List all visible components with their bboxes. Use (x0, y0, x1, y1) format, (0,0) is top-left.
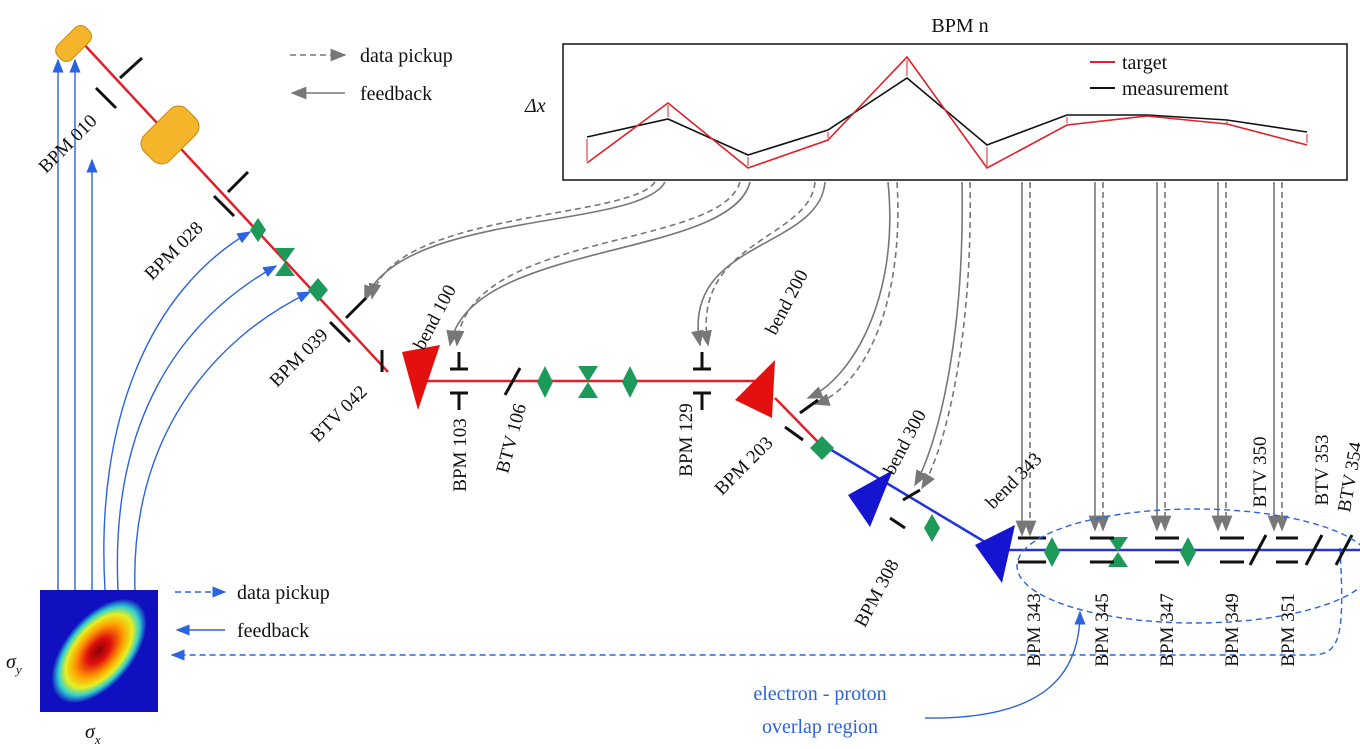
element-label: BPM 039 (266, 325, 333, 392)
element-label: bend 343 (982, 449, 1046, 513)
x-label: σx (85, 721, 101, 747)
legend-top: data pickup feedback (290, 45, 453, 105)
element-label: BPM 129 (676, 403, 697, 476)
legend-bottom: data pickup feedback (175, 582, 330, 642)
annotation-line: overlap region (762, 716, 878, 738)
element-label: BTV 353 (1312, 435, 1333, 506)
bpm-arrows (365, 182, 1282, 535)
legend-label: measurement (1122, 78, 1229, 100)
element-label: BPM 203 (711, 433, 778, 500)
inset-y-label: Δx (524, 95, 546, 117)
element-label: BPM 349 (1222, 593, 1243, 666)
annotation-line: electron - proton (753, 683, 886, 705)
element-label: BPM 351 (1278, 593, 1299, 666)
legend-label: feedback (360, 83, 432, 105)
element-label: bend 200 (761, 267, 812, 339)
legend-label: feedback (237, 620, 309, 642)
inset-plot: BPM n Δx target measurement (524, 15, 1347, 180)
element-label: BPM 343 (1024, 593, 1045, 666)
element-label: BTV 106 (492, 402, 531, 476)
element-label: BTV 042 (307, 382, 372, 447)
element-label: BTV 354 (1334, 440, 1360, 514)
element-label: BPM 345 (1092, 593, 1113, 666)
inset-frame (563, 44, 1347, 180)
element-label: BPM 028 (141, 218, 208, 285)
element-label: bend 100 (409, 282, 460, 354)
element-label: BPM 103 (450, 418, 471, 491)
inset-title: BPM n (931, 15, 988, 37)
element-label: BTV 350 (1250, 437, 1271, 508)
element-label: BPM 347 (1157, 593, 1178, 666)
element-labels: BPM 010 BPM 028 BPM 039 BTV 042 bend 100… (35, 111, 1360, 667)
element-label: BPM 308 (851, 556, 904, 631)
beamline-diagram: data pickup feedback data pickup feedbac… (0, 0, 1360, 749)
legend-label: target (1122, 52, 1168, 74)
legend-label: data pickup (237, 582, 330, 604)
beam-profile: σy σx (6, 582, 165, 747)
annotation-arrow (925, 612, 1080, 718)
y-label: σy (6, 651, 22, 677)
legend-label: data pickup (360, 45, 453, 67)
